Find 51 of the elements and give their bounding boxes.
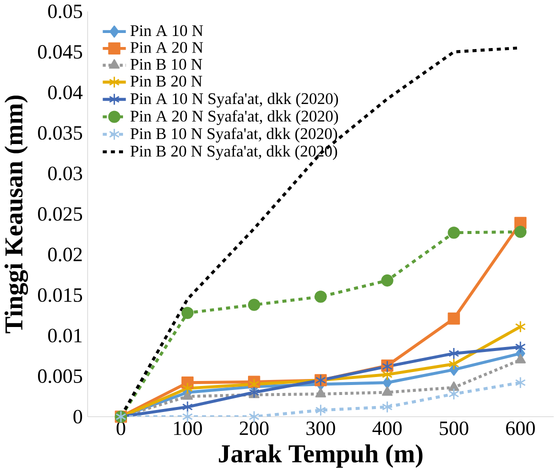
y-axis-title: Tinggi Keausan (mm): [4, 96, 28, 334]
point: [515, 354, 526, 364]
point: [182, 382, 193, 394]
legend-label: Pin A 10 N: [130, 25, 204, 36]
point: [382, 400, 393, 413]
x-tick-label: 300: [306, 421, 336, 436]
point: [515, 320, 526, 333]
y-tick-label: 0.03: [48, 166, 82, 180]
point: [448, 312, 460, 325]
x-tick-label: 500: [440, 421, 468, 436]
x-tick-label: 600: [506, 421, 535, 436]
point: [248, 298, 260, 311]
point: [315, 404, 326, 416]
y-tick-label: 0.025: [38, 207, 82, 221]
y-tick-label: 0.01: [48, 328, 82, 342]
y-tick-label: 0.005: [38, 369, 82, 383]
y-tick-label: 0: [73, 410, 82, 424]
point: [515, 340, 526, 353]
point: [448, 381, 460, 391]
x-tick-label: 100: [174, 421, 202, 436]
point: [448, 388, 460, 400]
x-tick-label: 400: [372, 421, 402, 436]
point: [381, 274, 394, 286]
y-tick-label: 0.045: [38, 44, 82, 59]
point: [182, 390, 193, 400]
point: [315, 388, 326, 398]
y-tick-label: 0.04: [48, 85, 83, 100]
y-tick-label: 0.02: [48, 248, 82, 262]
point: [448, 358, 460, 370]
point: [182, 400, 193, 413]
legend-label: Pin B 10 N: [130, 58, 202, 70]
legend-label: Pin A 20 N Syafa'at, dkk (2020): [130, 110, 338, 125]
y-tick-label: 0.05: [48, 4, 82, 18]
point: [448, 347, 460, 360]
legend-label: Pin B 20 N: [130, 76, 202, 87]
legend-label: Pin A 10 N Syafa'at, dkk (2020): [130, 92, 338, 108]
point: [515, 376, 526, 389]
x-axis-title: Jarak Tempuh (m): [218, 444, 422, 468]
y-tick-label: 0.015: [38, 288, 82, 302]
legend-label: Pin A 20 N: [130, 42, 204, 53]
point: [382, 386, 393, 396]
point: [314, 290, 327, 303]
legend-label: Pin B 20 N Syafa'at, dkk (2020): [130, 144, 338, 160]
y-tick-label: 0.035: [38, 126, 82, 140]
x-tick-label: 200: [240, 421, 269, 436]
point: [181, 306, 194, 319]
point: [514, 226, 527, 238]
point: [248, 378, 260, 390]
point: [448, 226, 460, 239]
legend-label: Pin B 10 N Syafa'at, dkk (2020): [130, 128, 338, 142]
point: [248, 386, 260, 398]
